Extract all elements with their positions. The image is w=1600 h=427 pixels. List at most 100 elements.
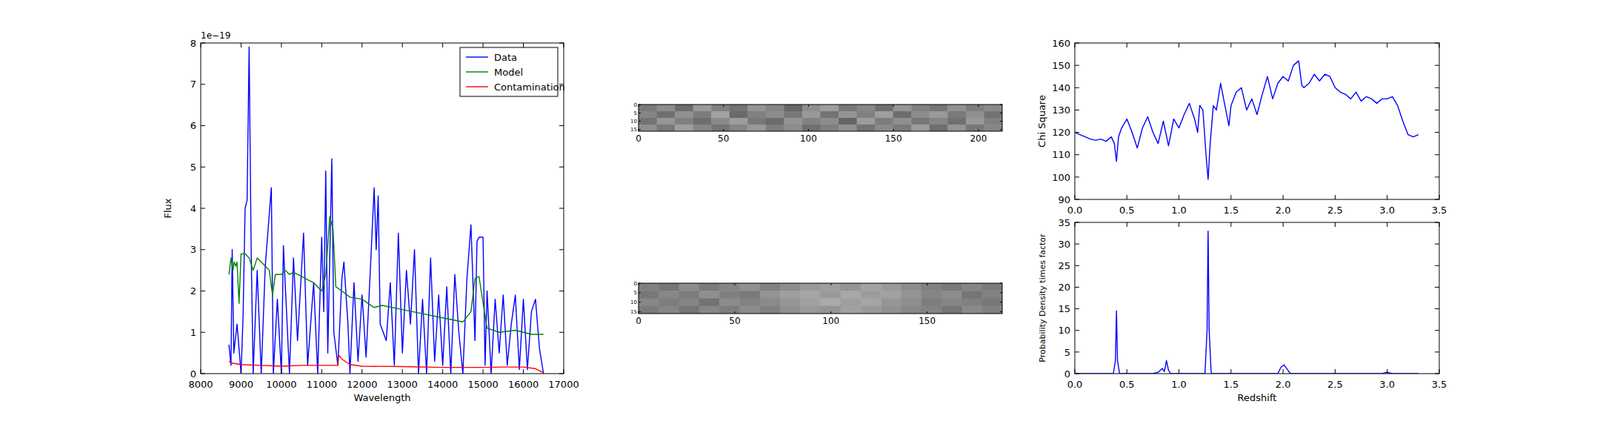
heatmap-cell [965,117,985,126]
x-tick [1178,42,1180,48]
y-tick [1000,112,1003,114]
heatmap-cell [760,298,781,307]
heatmap-cell [929,104,949,112]
x-tick [1074,42,1076,48]
x-tick [442,368,443,374]
y-tick-label: 130 [1051,104,1071,116]
heatmap-cell [911,124,930,132]
heatmap-cell [929,124,949,132]
y-tick [1434,286,1440,288]
chart-4: 0.00.51.01.52.02.53.03.505101520253035Re… [1037,217,1447,403]
chart-3: 0.00.51.01.52.02.53.03.59010011012013014… [1036,37,1447,216]
y-tick [638,301,641,303]
heatmap-cell [638,305,660,314]
y-tick [1074,351,1080,352]
x-tick-label: 3.5 [1431,378,1448,390]
heatmap-cell [658,298,680,307]
legend: DataModelContamination [460,47,566,97]
chart-1: 050100150200051015 [630,102,1003,144]
x-tick-label: 1.0 [1171,378,1187,390]
y-tick [1074,308,1080,309]
heatmap-cell [802,104,821,112]
x-tick-label: 13000 [387,378,418,390]
heatmap-cell [765,104,785,112]
heatmap-cell [739,282,760,292]
x-tick-label: 0.0 [1067,204,1083,216]
y-tick [1074,199,1080,200]
x-tick [522,368,524,374]
heatmap-cell [729,104,749,112]
x-tick [402,42,403,48]
heatmap-cell [747,111,766,119]
y-tick [1074,265,1080,266]
legend-label: Data [494,51,518,63]
heatmap-cell [929,111,949,119]
y-tick [1434,65,1440,66]
x-tick [240,368,242,374]
heatmap-cell [820,305,842,314]
heatmap-cell [860,290,882,299]
heatmap-cell [893,104,912,112]
x-tick [1074,222,1076,227]
x-tick [1230,194,1232,200]
y-tick [559,166,564,168]
y-tick-label: 5 [190,161,197,173]
heatmap-cell [657,117,676,126]
x-tick [1334,222,1336,227]
y-tick [200,373,206,375]
x-tick [734,311,735,314]
y-tick-label: 7 [190,78,197,90]
heatmap-cell [802,124,821,132]
y-tick [1434,109,1440,111]
y-tick [1074,65,1080,66]
heatmap-cell [800,290,821,299]
y-tick [200,83,206,85]
y-tick [1074,131,1080,133]
y-tick [1074,154,1080,155]
x-tick [1439,42,1440,48]
x-axis-label: Redshift [1237,391,1278,403]
x-tick [1230,368,1232,374]
x-tick [1334,368,1336,374]
heatmap-cell [679,298,700,307]
heatmap-cell [693,104,712,112]
x-tick-label: 15000 [467,378,498,390]
heatmap-cell [893,117,912,126]
heatmap-cell [860,298,882,307]
y-tick [1000,120,1003,122]
y-tick [638,291,641,293]
heatmap-cell [674,104,694,112]
heatmap-cell [711,104,730,112]
heatmap-cell [711,111,730,119]
x-tick [830,282,832,286]
heatmap-cell [699,290,720,299]
heatmap-cell [911,104,930,112]
heatmap-cell [693,111,712,119]
y-tick [638,112,641,114]
heatmap-cell [711,117,730,126]
heatmap-cell [679,290,700,299]
x-tick-label: 100 [822,315,840,326]
y-tick [200,166,206,168]
x-tick [1178,368,1180,374]
heatmap-cell [780,305,801,314]
heatmap-cell [857,104,876,112]
heatmap-cell [747,117,766,126]
x-tick [926,282,928,286]
heatmap-cell [674,117,694,126]
heatmap-cell [711,124,730,132]
y-tick [1434,243,1440,245]
y-tick [200,125,206,126]
x-tick-label: 0.0 [1067,378,1083,390]
x-tick-label: 1.5 [1223,204,1240,216]
heatmap-cell [838,124,858,132]
y-tick [559,248,564,250]
y-tick [1434,87,1440,89]
heatmap-cell [729,111,749,119]
series-line [228,216,544,335]
y-tick [638,128,641,130]
heatmap-cell [699,282,720,292]
heatmap-cell [638,298,660,307]
heatmap-cell [983,104,1003,112]
y-tick-label: 0 [634,102,638,109]
